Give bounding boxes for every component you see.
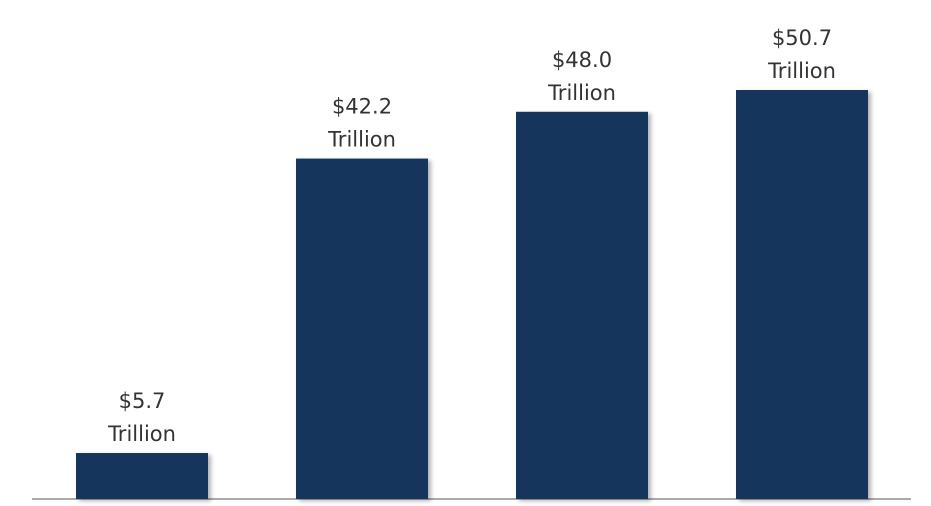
- data-label: $42.2 Trillion: [327, 95, 396, 152]
- data-label: $5.7 Trillion: [107, 389, 176, 446]
- bar: [76, 453, 208, 499]
- bar: [296, 158, 428, 500]
- data-label: $50.7 Trillion: [767, 26, 836, 83]
- bar: [736, 90, 868, 499]
- data-label: $48.0 Trillion: [547, 48, 616, 105]
- bar: [516, 111, 648, 499]
